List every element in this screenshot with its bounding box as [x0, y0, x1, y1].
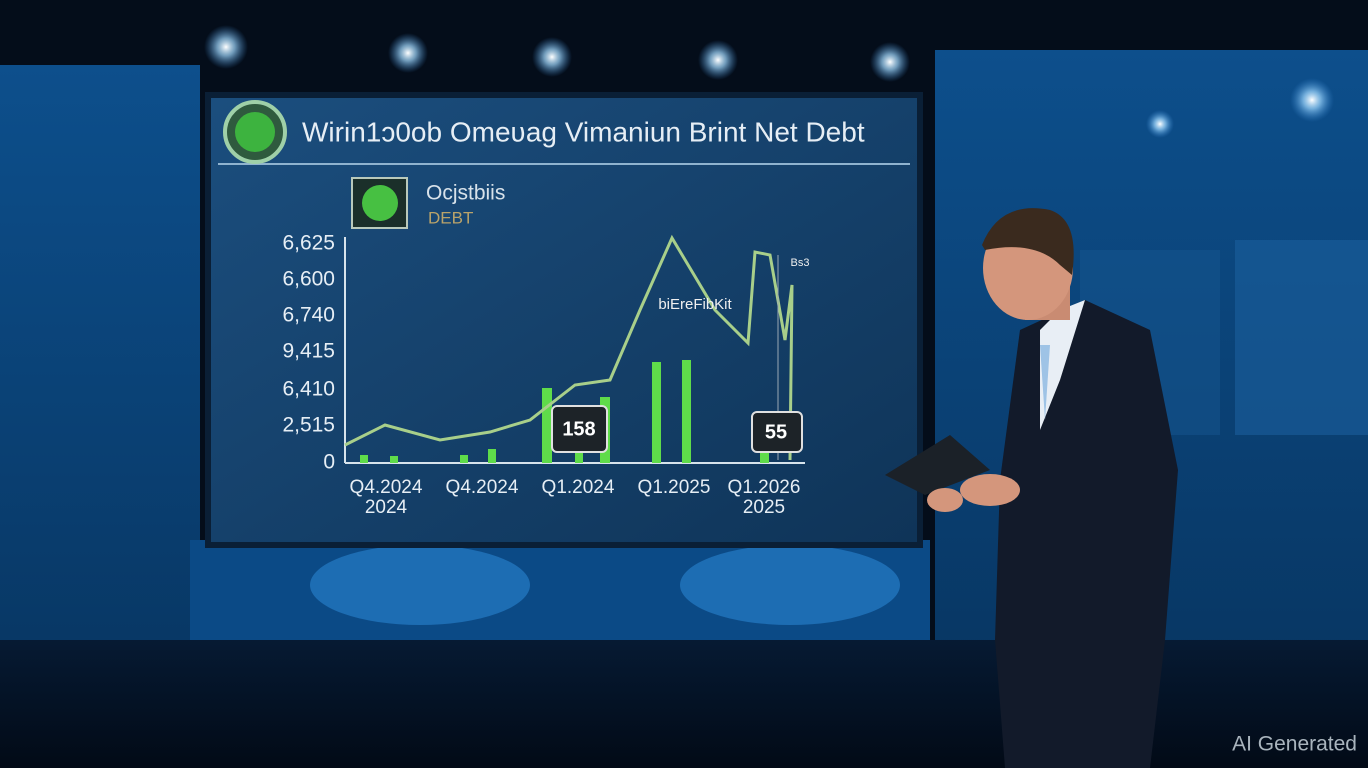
left-wall — [0, 65, 200, 665]
wall-panel — [1235, 240, 1368, 435]
x-axis-label: 2024 — [365, 497, 408, 518]
callout-box — [751, 411, 803, 453]
ceiling-lights — [204, 25, 1334, 138]
base-light — [310, 545, 530, 625]
floor — [0, 640, 1368, 768]
y-axis-label: 9,415 — [282, 340, 335, 363]
y-axis-labels: 6,625 6,600 6,740 9,415 6,410 2,515 0 — [282, 232, 335, 474]
legend-sublabel: DEBT — [428, 208, 473, 227]
y-axis-label: 6,740 — [282, 304, 335, 327]
screen — [211, 98, 917, 542]
callout: 55 — [765, 421, 787, 443]
y-axis-label: 2,515 — [282, 414, 335, 437]
screen-title: Wirin1ɔ0ob Omeʋag Vimaniun Brint Net Deb… — [302, 116, 865, 147]
title-icon-inner — [235, 112, 275, 152]
legend-label: Ocjstbiis — [426, 182, 505, 205]
presenter — [885, 208, 1178, 768]
x-axis-label: Q1.2026 — [728, 477, 801, 498]
legend-icon-inner — [362, 185, 398, 221]
watermark: AI Generated — [1232, 733, 1357, 756]
base-light — [680, 545, 900, 625]
x-axis-label: Q1.2024 — [542, 477, 615, 498]
y-axis-label: 0 — [323, 451, 335, 474]
y-axis-label: 6,410 — [282, 378, 335, 401]
x-axis-label: Q4.2024 — [350, 477, 423, 498]
callout: 158 — [562, 418, 595, 440]
line-annotation: biEreFibKit — [658, 296, 732, 313]
x-axis-label: Q4.2024 — [446, 477, 519, 498]
y-axis-label: 6,625 — [282, 232, 335, 255]
x-axis-label: 2025 — [743, 497, 785, 518]
x-axis-label: Q1.2025 — [638, 477, 711, 498]
corner-note: Bs3 — [791, 257, 810, 269]
callout-box — [551, 405, 608, 453]
y-axis-label: 6,600 — [282, 268, 335, 291]
